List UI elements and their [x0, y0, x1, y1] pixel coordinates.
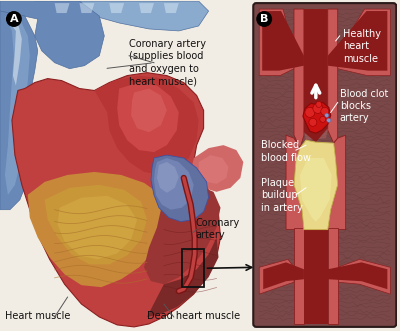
- Polygon shape: [35, 1, 208, 31]
- Polygon shape: [12, 72, 220, 327]
- Polygon shape: [259, 260, 294, 294]
- Polygon shape: [45, 185, 147, 264]
- Text: Coronary
artery: Coronary artery: [196, 218, 240, 240]
- Circle shape: [256, 11, 272, 27]
- Polygon shape: [5, 16, 30, 195]
- Polygon shape: [262, 11, 304, 71]
- Text: Dead heart muscle: Dead heart muscle: [147, 311, 240, 321]
- Polygon shape: [286, 135, 304, 230]
- Text: Coronary artery
(supplies blood
and oxygen to
heart muscle): Coronary artery (supplies blood and oxyg…: [129, 39, 206, 86]
- Circle shape: [325, 113, 329, 117]
- Text: Blocked
blood flow: Blocked blood flow: [261, 140, 311, 163]
- Polygon shape: [58, 196, 137, 260]
- Text: B: B: [260, 14, 268, 24]
- Polygon shape: [304, 9, 328, 142]
- Polygon shape: [328, 135, 346, 230]
- Circle shape: [6, 11, 22, 27]
- Polygon shape: [328, 11, 387, 71]
- Circle shape: [309, 118, 317, 126]
- Polygon shape: [157, 162, 179, 193]
- Text: Blood clot
blocks
artery: Blood clot blocks artery: [340, 88, 388, 123]
- Text: Healthy
heart
muscle: Healthy heart muscle: [343, 29, 381, 64]
- Polygon shape: [304, 228, 328, 324]
- Polygon shape: [294, 140, 338, 230]
- Polygon shape: [259, 9, 294, 75]
- Polygon shape: [304, 9, 328, 140]
- Circle shape: [316, 101, 322, 107]
- Polygon shape: [28, 172, 167, 287]
- Polygon shape: [328, 262, 387, 289]
- Text: Plaque
buildup
in artery: Plaque buildup in artery: [261, 178, 303, 213]
- Circle shape: [327, 118, 331, 122]
- Polygon shape: [338, 9, 390, 75]
- Polygon shape: [94, 75, 199, 175]
- Polygon shape: [294, 228, 304, 324]
- Polygon shape: [144, 185, 220, 284]
- Polygon shape: [80, 3, 94, 13]
- Polygon shape: [8, 21, 22, 85]
- FancyBboxPatch shape: [253, 3, 396, 327]
- Polygon shape: [147, 238, 218, 317]
- Polygon shape: [300, 158, 332, 222]
- Text: A: A: [10, 14, 18, 24]
- Polygon shape: [199, 155, 228, 184]
- Polygon shape: [109, 3, 124, 13]
- Polygon shape: [117, 82, 179, 152]
- Polygon shape: [263, 262, 304, 289]
- Polygon shape: [154, 158, 194, 210]
- Polygon shape: [328, 9, 338, 143]
- Polygon shape: [164, 3, 179, 13]
- Circle shape: [305, 107, 315, 117]
- Polygon shape: [338, 260, 390, 294]
- Circle shape: [321, 107, 329, 115]
- Text: Heart muscle: Heart muscle: [5, 311, 70, 321]
- Polygon shape: [151, 155, 208, 222]
- Polygon shape: [131, 88, 167, 132]
- Polygon shape: [0, 11, 38, 210]
- Polygon shape: [139, 3, 154, 13]
- Polygon shape: [192, 145, 243, 192]
- Circle shape: [313, 103, 323, 113]
- Polygon shape: [303, 102, 331, 133]
- Polygon shape: [328, 228, 338, 324]
- Bar: [182, 250, 204, 287]
- Polygon shape: [294, 9, 304, 148]
- Circle shape: [320, 116, 326, 122]
- Polygon shape: [0, 1, 104, 69]
- Polygon shape: [55, 3, 70, 13]
